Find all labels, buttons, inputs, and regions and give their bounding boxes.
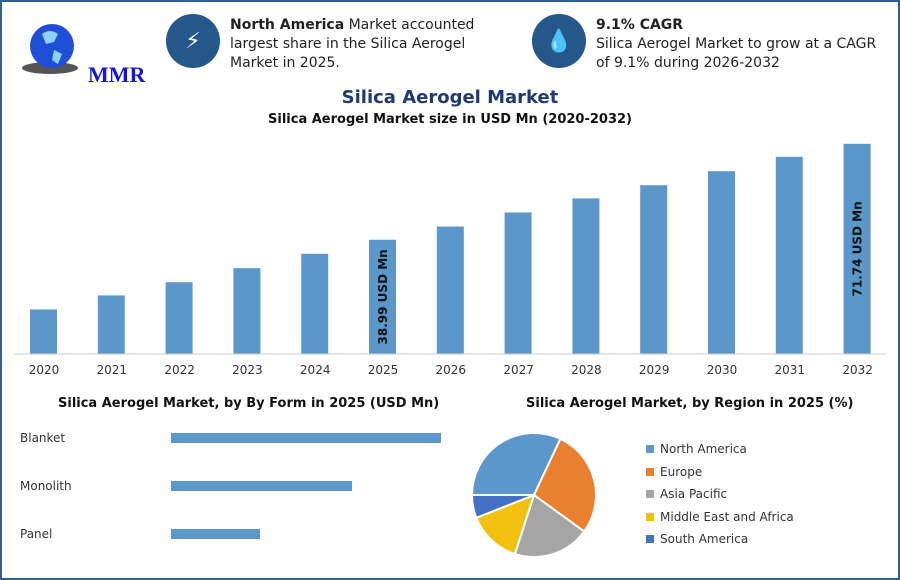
bar-2022 — [165, 282, 193, 354]
legend-swatch — [646, 467, 654, 476]
pie-chart-title: Silica Aerogel Market, by Region in 2025… — [526, 396, 854, 411]
pie-slice-asia-pacific — [513, 493, 586, 558]
legend-swatch — [646, 535, 654, 543]
form-label: Monolith — [20, 479, 72, 493]
bar-2031 — [775, 156, 803, 354]
legend-label: Middle East and Africa — [660, 509, 794, 524]
x-tick-label: 2021 — [97, 363, 128, 377]
bar-chart-title: Silica Aerogel Market size in USD Mn (20… — [268, 112, 632, 127]
x-tick-label: 2030 — [707, 363, 738, 377]
info-bold: North America — [230, 17, 345, 33]
bar-2020 — [30, 309, 57, 354]
data-label: 71.74 USD Mn — [851, 201, 865, 296]
form-chart-title: Silica Aerogel Market, by By Form in 202… — [58, 396, 440, 411]
legend-label: Europe — [660, 464, 703, 479]
form-label: Blanket — [20, 431, 66, 445]
page-title: Silica Aerogel Market — [341, 87, 559, 108]
x-tick-label: 2027 — [503, 363, 534, 377]
info-text: Market accounted largest share in the Si… — [230, 17, 475, 71]
bar-2025 — [369, 239, 396, 354]
info-bold: 9.1% CAGR — [596, 17, 684, 33]
legend-item: Europe — [646, 465, 702, 479]
bar-2029 — [640, 185, 668, 354]
pie-slice-middle-east-and-africa — [475, 493, 536, 556]
x-tick-label: 2025 — [368, 363, 399, 377]
x-tick-label: 2022 — [164, 363, 195, 377]
x-tick-label: 2028 — [571, 363, 602, 377]
bar-2027 — [504, 212, 532, 354]
bar-2028 — [572, 198, 600, 354]
bar-2032 — [843, 143, 871, 354]
legend-swatch — [646, 512, 654, 521]
x-tick-label: 2026 — [436, 363, 467, 377]
legend-item: North America — [646, 442, 747, 456]
x-tick-label: 2031 — [775, 363, 806, 377]
x-tick-label: 2020 — [29, 363, 60, 377]
pie-slice-europe — [532, 437, 597, 533]
info-cagr: 9.1% CAGR Silica Aerogel Market to grow a… — [596, 16, 886, 73]
lightning-icon: ⚡ — [166, 14, 220, 68]
flame-drop-icon: 💧 — [532, 14, 586, 68]
legend-swatch — [646, 445, 654, 453]
x-tick-label: 2024 — [300, 363, 331, 377]
pie-chart — [470, 432, 597, 558]
data-label: 38.99 USD Mn — [376, 249, 390, 344]
bar-2021 — [97, 295, 125, 354]
bar-blanket — [171, 433, 441, 443]
x-tick-label: 2029 — [639, 363, 670, 377]
logo: MMR — [18, 18, 145, 87]
legend-item: South America — [646, 532, 748, 546]
bar-chart: 2020 2021 2022 2023 2024 2025 38.99 USD Mn 2026… — [14, 143, 886, 377]
form-label: Panel — [20, 527, 53, 541]
legend-label: Asia Pacific — [660, 487, 728, 501]
x-tick-label: 2032 — [842, 363, 873, 377]
info-north-america: North America Market accounted largest s… — [230, 16, 500, 73]
x-tick-label: 2023 — [232, 363, 263, 377]
pie-slice-south-america — [470, 494, 535, 520]
pie-slice-north-america — [470, 432, 562, 496]
legend-swatch — [646, 490, 654, 498]
legend-label: North America — [660, 442, 747, 456]
bar-2030 — [708, 171, 735, 354]
legend-item: Middle East and Africa — [646, 510, 794, 524]
logo-text: MMR — [88, 62, 146, 87]
bar-panel — [171, 529, 261, 539]
bar-monolith — [171, 481, 352, 491]
legend-label: South America — [660, 532, 749, 546]
bar-2024 — [301, 253, 329, 354]
bar-2026 — [436, 226, 464, 354]
info-text: Silica Aerogel Market to grow at a CAGR … — [596, 36, 877, 71]
bar-2023 — [233, 268, 261, 354]
legend-item: Asia Pacific — [646, 487, 727, 501]
globe-icon — [22, 24, 78, 74]
